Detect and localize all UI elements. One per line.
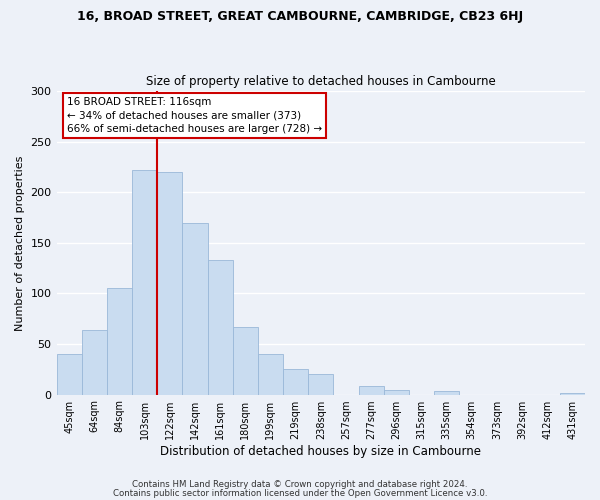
Bar (434, 390, 459, 394)
Bar (157, 172, 182, 394)
Y-axis label: Number of detached properties: Number of detached properties (15, 155, 25, 330)
Bar (283, 370, 308, 394)
Text: 16 BROAD STREET: 116sqm
← 34% of detached houses are smaller (373)
66% of semi-d: 16 BROAD STREET: 116sqm ← 34% of detache… (67, 97, 322, 134)
Bar (233, 327, 258, 394)
Bar (560, 392, 585, 394)
Bar (383, 390, 409, 394)
Bar (258, 354, 283, 395)
Bar (359, 386, 383, 394)
Bar (208, 260, 233, 394)
Title: Size of property relative to detached houses in Cambourne: Size of property relative to detached ho… (146, 76, 496, 88)
Bar (308, 374, 334, 394)
Text: 16, BROAD STREET, GREAT CAMBOURNE, CAMBRIDGE, CB23 6HJ: 16, BROAD STREET, GREAT CAMBOURNE, CAMBR… (77, 10, 523, 23)
Bar (82, 330, 107, 394)
Bar (182, 222, 208, 394)
Bar (107, 288, 132, 395)
X-axis label: Distribution of detached houses by size in Cambourne: Distribution of detached houses by size … (160, 444, 481, 458)
Text: Contains public sector information licensed under the Open Government Licence v3: Contains public sector information licen… (113, 488, 487, 498)
Bar (132, 170, 157, 394)
Bar (56, 354, 82, 395)
Text: Contains HM Land Registry data © Crown copyright and database right 2024.: Contains HM Land Registry data © Crown c… (132, 480, 468, 489)
